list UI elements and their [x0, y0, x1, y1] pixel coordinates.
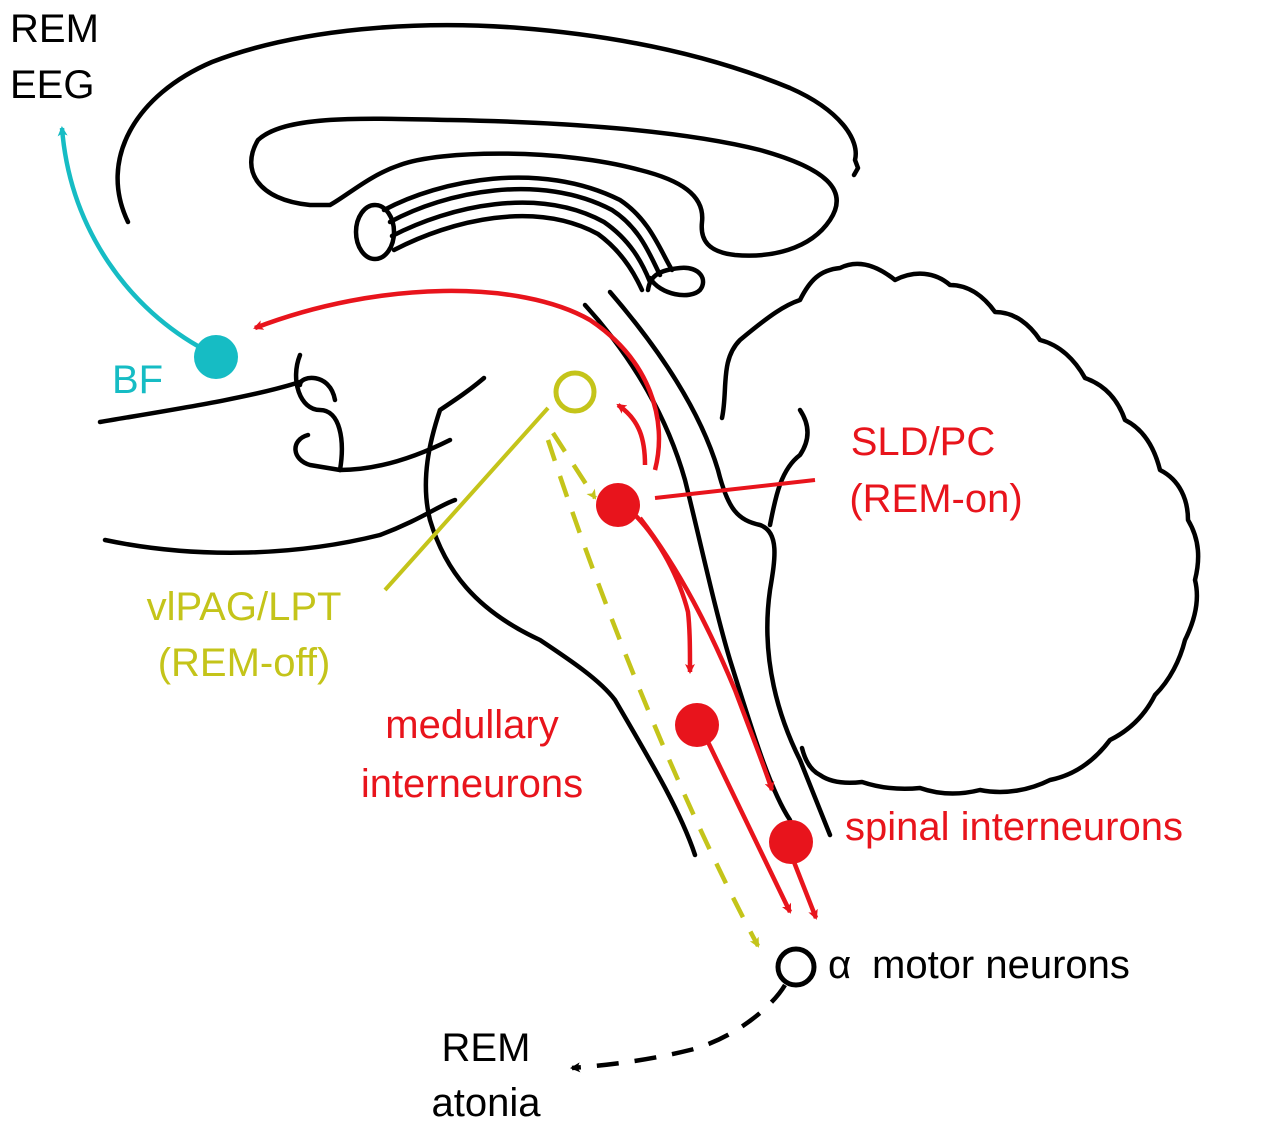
- vlpag-label-line1: vlPAG/LPT: [147, 585, 342, 629]
- spinal-node: [769, 820, 813, 864]
- sld-pc-label-line2: (REM-on): [849, 477, 1022, 521]
- temporal-base-line: [102, 497, 458, 555]
- fornix-line-3: [389, 200, 653, 285]
- brain-outline: [97, 22, 1201, 858]
- sld-label-pointer: [654, 478, 816, 500]
- motor-neuron-node: [775, 946, 817, 988]
- rem-atonia-label-line1: REM: [442, 1026, 531, 1070]
- pons-outline: [423, 375, 698, 858]
- alpha-symbol: α: [828, 943, 851, 987]
- medullary-label-line1: medullary: [385, 703, 558, 747]
- pineal-loop: [645, 265, 706, 298]
- bf-node: [194, 335, 238, 379]
- sld-pc-node: [596, 483, 640, 527]
- vlpag-node: [553, 370, 597, 414]
- rem-eeg-label-line2: EEG: [10, 63, 94, 107]
- bf-label: BF: [112, 358, 163, 402]
- vlpag-to-sld-dashed-arrow: [551, 431, 597, 500]
- cerebellum-outline: [719, 261, 1201, 796]
- corpus-callosum-outline: [248, 116, 839, 258]
- brainstem-dorsal-line-1: [607, 289, 833, 838]
- medullary-to-motor-arrow: [705, 741, 793, 914]
- fornix-line-1: [381, 175, 675, 273]
- sld-pc-label-line1: SLD/PC: [851, 420, 996, 464]
- medullary-node: [675, 703, 719, 747]
- cortex-outline: [115, 22, 861, 225]
- vlpag-label-line2: (REM-off): [158, 641, 331, 685]
- sld-to-spinal-arrow: [638, 516, 775, 792]
- vlpag-to-motor-dashed-arrow: [545, 439, 760, 948]
- sld-to-medullary-arrow: [633, 513, 695, 674]
- sld-to-vlpag-arrow: [616, 403, 648, 466]
- frontal-base-line: [97, 379, 303, 425]
- motor-to-atonia-dashed-arrow: [570, 983, 787, 1073]
- rem-atonia-label-line2: atonia: [432, 1081, 542, 1125]
- fornix-line-4: [391, 214, 645, 293]
- chiasm-outline: [297, 375, 338, 403]
- red-pathways: [253, 288, 819, 920]
- sld-to-bf-arrow: [253, 288, 662, 471]
- cerebellum-inner-line: [767, 407, 810, 528]
- optic-curve: [337, 437, 453, 473]
- yellow-pathways: [383, 406, 760, 948]
- fornix-line-2: [387, 186, 663, 278]
- motor-neurons-label: motor neurons: [872, 943, 1130, 987]
- anterior-commissure: [353, 202, 397, 262]
- spinal-to-motor-arrow: [791, 861, 819, 920]
- vlpag-label-pointer: [383, 406, 550, 592]
- spinal-interneurons-label: spinal interneurons: [845, 805, 1183, 849]
- bf-to-eeg-arrow: [57, 126, 207, 352]
- rem-eeg-label-line1: REM: [10, 7, 99, 51]
- medullary-label-line2: interneurons: [361, 762, 583, 806]
- hypothalamus-outline: [293, 352, 345, 473]
